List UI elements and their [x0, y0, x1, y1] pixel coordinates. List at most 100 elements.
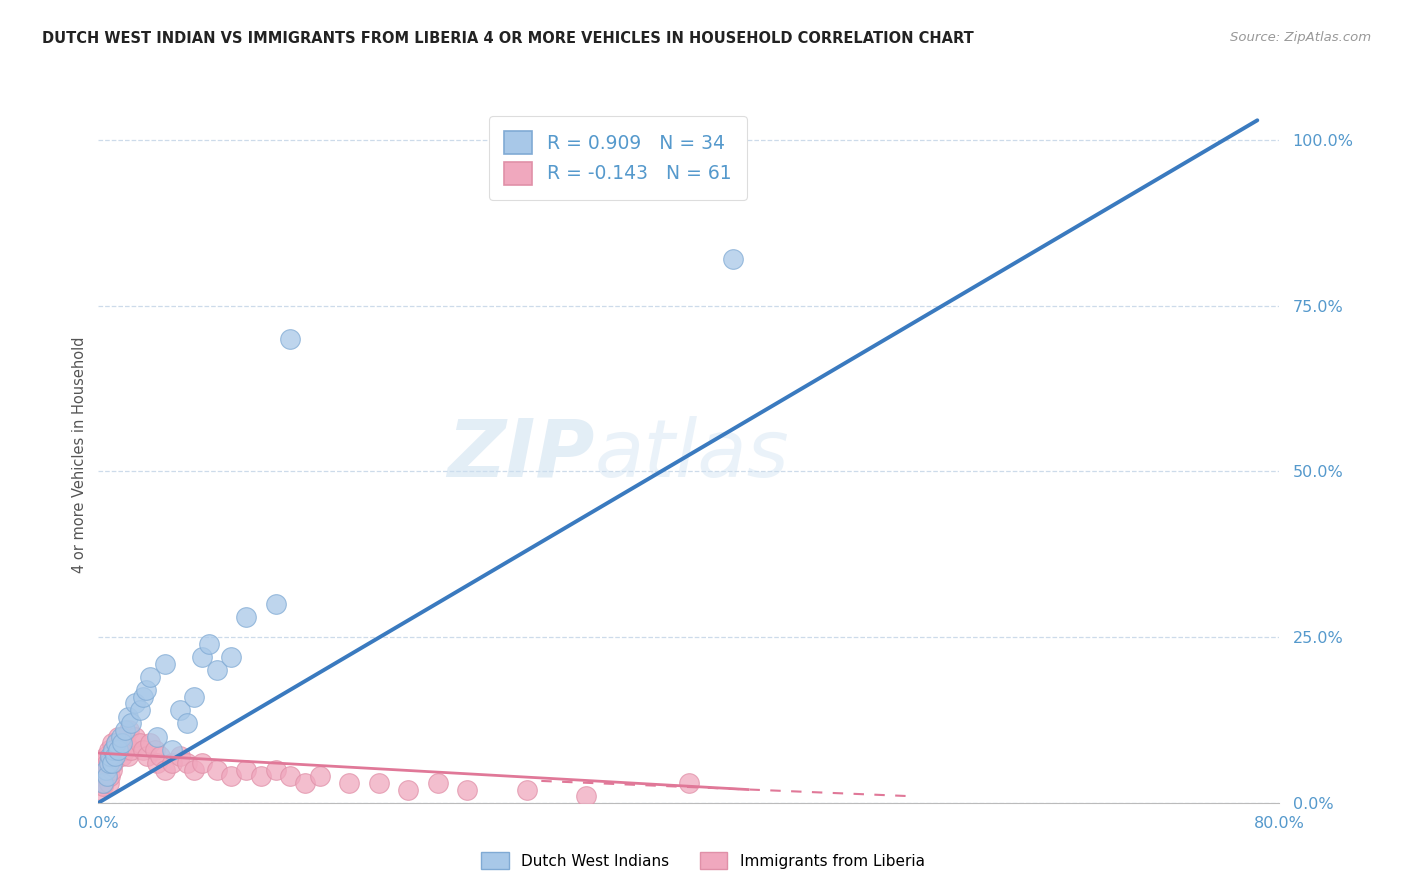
Point: [114, 723, 136, 737]
Point: [176, 756, 198, 770]
Point: [90, 769, 112, 783]
Point: [117, 749, 139, 764]
Text: Source: ZipAtlas.com: Source: ZipAtlas.com: [1230, 31, 1371, 45]
Point: [100, 756, 122, 770]
Point: [91, 763, 114, 777]
Point: [139, 736, 162, 750]
Point: [721, 252, 744, 267]
Point: [111, 749, 134, 764]
Point: [169, 703, 191, 717]
Point: [105, 736, 128, 750]
Point: [97, 776, 120, 790]
Point: [103, 743, 125, 757]
Point: [153, 657, 176, 671]
Point: [114, 743, 136, 757]
Point: [149, 749, 172, 764]
Point: [162, 756, 183, 770]
Point: [94, 769, 117, 783]
Point: [90, 776, 112, 790]
Point: [456, 782, 478, 797]
Point: [309, 769, 332, 783]
Point: [108, 743, 131, 757]
Point: [162, 743, 183, 757]
Point: [132, 743, 155, 757]
Point: [103, 756, 125, 770]
Point: [235, 610, 257, 624]
Point: [128, 736, 150, 750]
Point: [98, 769, 121, 783]
Point: [110, 736, 132, 750]
Point: [219, 769, 242, 783]
Point: [124, 730, 146, 744]
Point: [104, 749, 127, 764]
Text: atlas: atlas: [595, 416, 789, 494]
Point: [146, 730, 169, 744]
Text: DUTCH WEST INDIAN VS IMMIGRANTS FROM LIBERIA 4 OR MORE VEHICLES IN HOUSEHOLD COR: DUTCH WEST INDIAN VS IMMIGRANTS FROM LIB…: [42, 31, 974, 46]
Point: [235, 763, 257, 777]
Point: [120, 743, 142, 757]
Point: [135, 683, 157, 698]
Point: [143, 743, 166, 757]
Point: [111, 736, 134, 750]
Point: [278, 769, 302, 783]
Point: [120, 716, 142, 731]
Point: [98, 749, 121, 764]
Point: [146, 756, 169, 770]
Point: [96, 769, 118, 783]
Point: [515, 782, 537, 797]
Legend: Dutch West Indians, Immigrants from Liberia: Dutch West Indians, Immigrants from Libe…: [475, 846, 931, 875]
Y-axis label: 4 or more Vehicles in Household: 4 or more Vehicles in Household: [72, 336, 87, 574]
Point: [103, 743, 125, 757]
Point: [396, 782, 419, 797]
Point: [107, 743, 129, 757]
Point: [112, 730, 135, 744]
Point: [136, 749, 159, 764]
Point: [89, 782, 111, 797]
Point: [94, 749, 117, 764]
Point: [104, 749, 127, 764]
Point: [278, 332, 302, 346]
Point: [205, 763, 228, 777]
Point: [91, 779, 114, 793]
Point: [337, 776, 360, 790]
Point: [98, 749, 121, 764]
Point: [368, 776, 391, 790]
Point: [100, 763, 122, 777]
Point: [183, 763, 205, 777]
Point: [132, 690, 155, 704]
Point: [100, 736, 122, 750]
Point: [191, 650, 214, 665]
Point: [117, 709, 139, 723]
Point: [128, 703, 150, 717]
Point: [183, 690, 205, 704]
Point: [198, 637, 221, 651]
Point: [678, 776, 700, 790]
Point: [294, 776, 316, 790]
Point: [105, 736, 128, 750]
Point: [153, 763, 176, 777]
Point: [264, 597, 287, 611]
Point: [427, 776, 450, 790]
Point: [94, 763, 117, 777]
Point: [115, 736, 138, 750]
Point: [91, 776, 114, 790]
Point: [250, 769, 273, 783]
Point: [93, 776, 115, 790]
Point: [118, 723, 141, 737]
Point: [97, 743, 120, 757]
Legend: R = 0.909   N = 34, R = -0.143   N = 61: R = 0.909 N = 34, R = -0.143 N = 61: [489, 117, 747, 200]
Point: [107, 730, 129, 744]
Point: [219, 650, 242, 665]
Text: ZIP: ZIP: [447, 416, 595, 494]
Point: [97, 756, 120, 770]
Point: [169, 749, 191, 764]
Point: [264, 763, 287, 777]
Point: [96, 763, 118, 777]
Point: [205, 663, 228, 677]
Point: [96, 756, 118, 770]
Point: [574, 789, 596, 804]
Point: [110, 730, 132, 744]
Point: [176, 716, 198, 731]
Point: [139, 670, 162, 684]
Point: [191, 756, 214, 770]
